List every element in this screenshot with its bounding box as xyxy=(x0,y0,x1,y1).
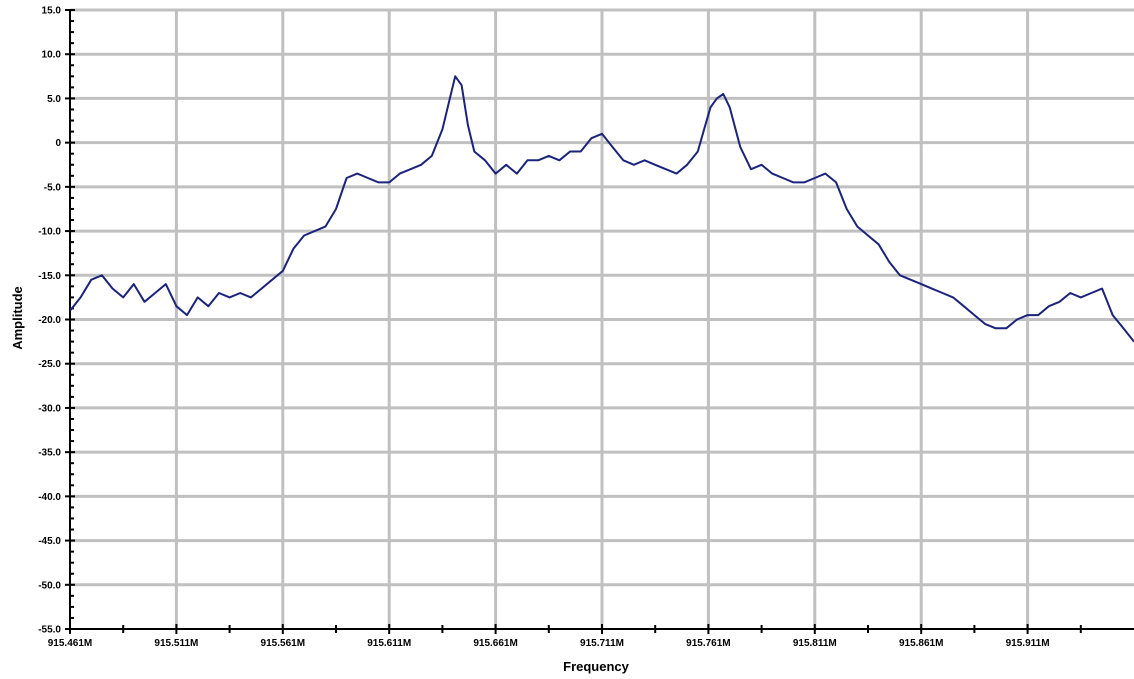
y-tick-label: -45.0 xyxy=(38,536,61,547)
tick-marks xyxy=(65,9,1082,634)
y-tick-label: -35.0 xyxy=(38,448,61,459)
y-tick-label: -10.0 xyxy=(38,227,61,238)
x-tick-label: 915.761M xyxy=(686,638,730,649)
y-tick-label: -5.0 xyxy=(44,182,62,193)
x-tick-labels: 915.461M 915.511M 915.561M 915.611M 915.661M… xyxy=(48,638,1050,649)
x-tick-label: 915.611M xyxy=(367,638,411,649)
y-tick-label: -40.0 xyxy=(38,492,61,503)
x-tick-label: 915.661M xyxy=(473,638,517,649)
y-tick-label: 5.0 xyxy=(47,94,61,105)
x-tick-label: 915.711M xyxy=(580,638,624,649)
y-tick-labels: 15.0 10.0 5.0 0 -5.0 -10.0 -15.0 -20.0 -25.0 -30.… xyxy=(38,6,61,636)
x-tick-label: 915.861M xyxy=(899,638,943,649)
y-tick-label: -15.0 xyxy=(38,271,61,282)
y-tick-label: 0 xyxy=(55,138,61,149)
grid xyxy=(70,8,1134,629)
series xyxy=(69,75,1134,343)
y-tick-label: -55.0 xyxy=(38,625,61,636)
y-tick-label: 10.0 xyxy=(42,50,62,61)
y-tick-label: -50.0 xyxy=(38,580,61,591)
y-axis-title: Amplitude xyxy=(10,286,25,350)
y-tick-label: 15.0 xyxy=(42,6,62,17)
y-tick-label: -20.0 xyxy=(38,315,61,326)
x-tick-label: 915.461M xyxy=(48,638,92,649)
y-tick-label: -25.0 xyxy=(38,359,61,370)
x-tick-label: 915.911M xyxy=(1006,638,1050,649)
x-tick-label: 915.511M xyxy=(154,638,198,649)
amplitude-series-line xyxy=(69,75,1134,343)
x-tick-label: 915.811M xyxy=(793,638,837,649)
y-tick-label: -30.0 xyxy=(38,403,61,414)
x-tick-label: 915.561M xyxy=(261,638,305,649)
x-axis-title: Frequency xyxy=(563,659,630,674)
